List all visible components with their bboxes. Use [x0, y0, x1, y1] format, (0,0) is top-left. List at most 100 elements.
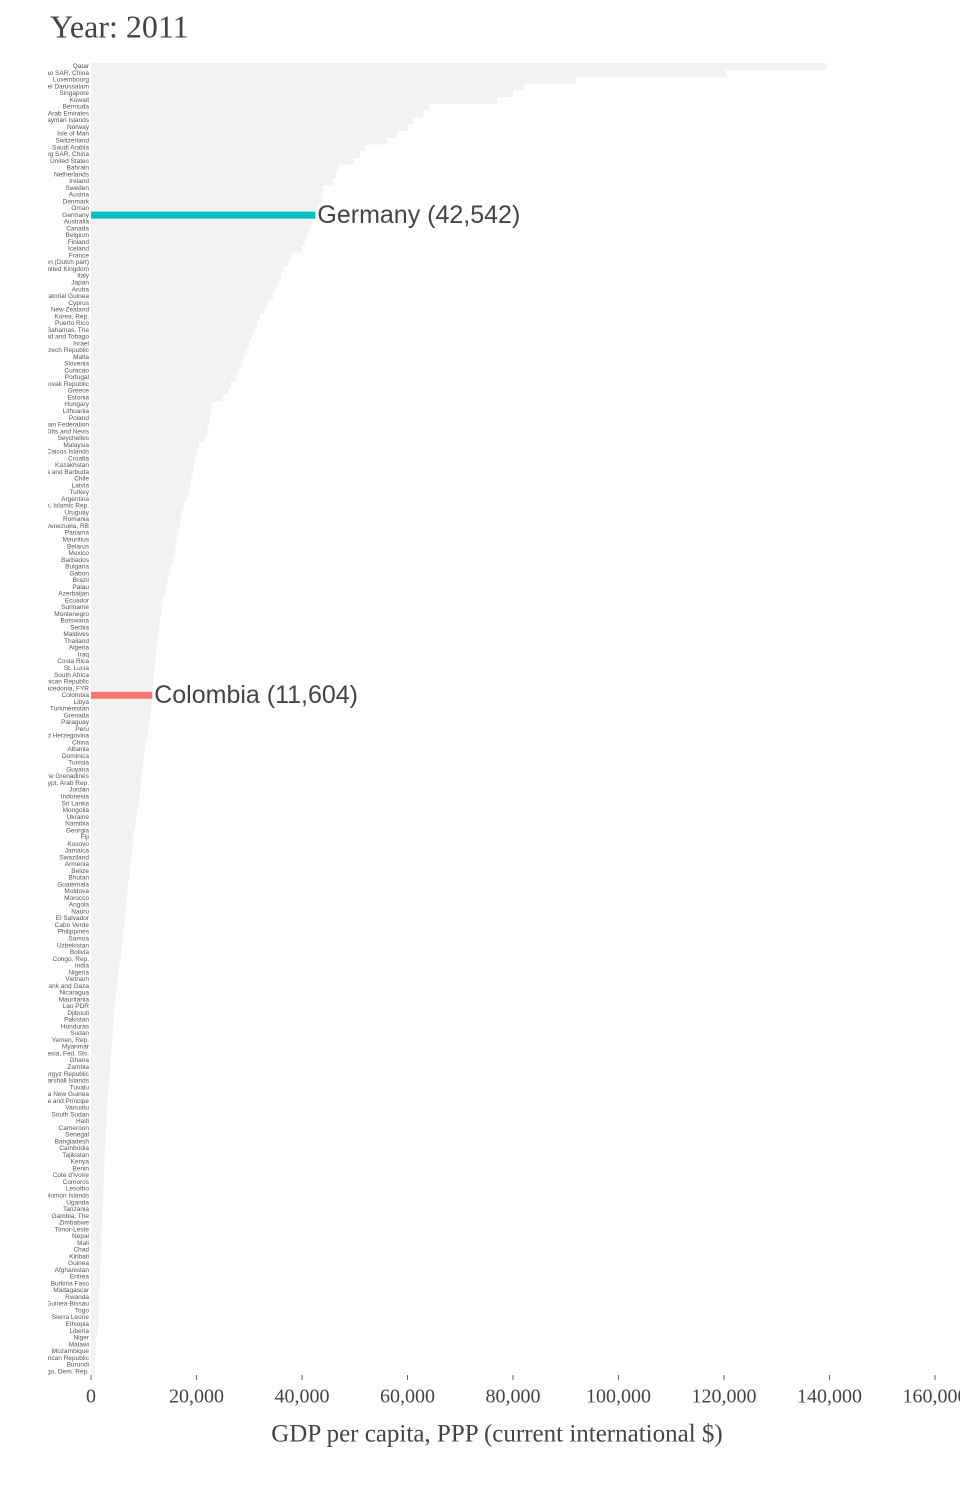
bar	[91, 921, 125, 929]
category-label: Rwanda	[65, 1294, 89, 1301]
bar	[91, 529, 179, 537]
bar	[91, 1118, 107, 1126]
category-label: Cabo Verde	[55, 922, 90, 929]
category-label: Antigua and Barbuda	[28, 469, 89, 476]
bar	[91, 1341, 97, 1349]
category-label: Peru	[75, 726, 89, 733]
bar	[91, 678, 154, 686]
category-label: Romania	[63, 516, 89, 523]
category-label: Netherlands	[54, 171, 90, 178]
category-label: Papua New Guinea	[33, 1091, 90, 1098]
bar	[91, 1287, 100, 1295]
bar	[91, 759, 144, 767]
category-label: El Salvador	[56, 915, 90, 922]
category-label: Turks and Caicos Islands	[16, 449, 89, 456]
category-label: Afghanistan	[55, 1267, 90, 1274]
category-label: Panama	[65, 530, 90, 537]
bar	[91, 150, 361, 158]
category-label: Senegal	[65, 1132, 89, 1139]
category-label: Gambia, The	[52, 1213, 90, 1220]
bar	[91, 543, 176, 551]
category-label: Uzbekistan	[57, 942, 90, 949]
category-label: Belarus	[67, 543, 90, 550]
category-label: Turkey	[69, 489, 89, 496]
bar	[91, 1246, 102, 1254]
category-label: Egypt, Arab Rep.	[40, 780, 89, 787]
category-label: Hong Kong SAR, China	[21, 151, 90, 158]
bar	[91, 326, 255, 334]
bar	[91, 279, 279, 287]
bar	[91, 1178, 104, 1186]
bar	[91, 840, 133, 848]
category-label: Uruguay	[64, 509, 89, 516]
bar	[91, 306, 266, 314]
category-label: Nepal	[72, 1233, 90, 1240]
category-label: Haiti	[76, 1118, 89, 1125]
bar	[91, 272, 281, 280]
bar	[91, 509, 182, 517]
bar	[91, 793, 140, 801]
bar	[91, 1334, 97, 1342]
bar	[91, 1124, 107, 1132]
category-label: Canada	[66, 225, 89, 232]
bar	[91, 1158, 105, 1166]
bar	[91, 658, 156, 666]
category-label: Vietnam	[65, 976, 89, 983]
bar	[91, 502, 184, 510]
bars	[91, 63, 827, 1376]
highlight-bar	[91, 211, 316, 219]
category-label: Bosnia and Herzegovina	[18, 733, 89, 740]
bar	[91, 752, 144, 760]
category-label: Cayman Islands	[42, 117, 89, 124]
bar	[91, 448, 197, 456]
bar	[91, 996, 116, 1004]
category-label: Chile	[74, 476, 89, 483]
category-label: Sri Lanka	[62, 800, 90, 807]
bar	[91, 590, 165, 598]
bar	[91, 1327, 98, 1335]
bar	[91, 394, 223, 402]
bar	[91, 712, 151, 720]
category-label: Central African Republic	[19, 1355, 89, 1362]
category-label: Marshall Islands	[42, 1078, 90, 1085]
bar	[91, 637, 158, 645]
bar	[91, 1036, 113, 1044]
category-label: Trinidad and Tobago	[30, 334, 89, 341]
category-label: Kazakhstan	[55, 462, 89, 469]
overlay: Germany (42,542) Colombia (11,604)	[91, 201, 520, 709]
bar	[91, 1226, 102, 1234]
bar	[91, 137, 387, 145]
category-label: Gabon	[69, 570, 89, 577]
category-label: Slovenia	[64, 361, 89, 368]
category-label: Germany	[62, 212, 89, 219]
category-label: Timor-Leste	[55, 1226, 90, 1233]
bar	[91, 948, 122, 957]
category-label: Luxembourg	[53, 77, 90, 84]
bar	[91, 1314, 99, 1322]
bar	[91, 563, 172, 571]
bar	[91, 516, 181, 524]
category-label: Sweden	[66, 185, 90, 192]
category-label: United Arab Emirates	[28, 110, 90, 117]
category-label: Latvia	[72, 482, 90, 489]
category-label: Iraq	[78, 651, 90, 658]
bar	[91, 806, 138, 814]
bar	[91, 800, 139, 808]
bar	[91, 265, 284, 273]
x-axis-label: GDP per capita, PPP (current internation…	[271, 1421, 723, 1448]
category-label: Belize	[71, 868, 89, 875]
bar	[91, 157, 354, 165]
bar	[91, 915, 125, 923]
category-label: Kosovo	[67, 841, 89, 848]
category-label: Turkmenistan	[50, 706, 90, 713]
category-label: Lao PDR	[63, 1003, 90, 1010]
category-label: Macedonia, FYR	[41, 685, 90, 692]
category-label: Korea, Rep.	[54, 313, 89, 320]
bar	[91, 874, 129, 882]
category-label: Nigeria	[68, 969, 89, 976]
bar	[91, 1090, 108, 1099]
bar	[91, 536, 177, 544]
bar	[91, 1307, 99, 1315]
category-label: Mozambique	[52, 1348, 90, 1355]
bar	[91, 299, 268, 307]
